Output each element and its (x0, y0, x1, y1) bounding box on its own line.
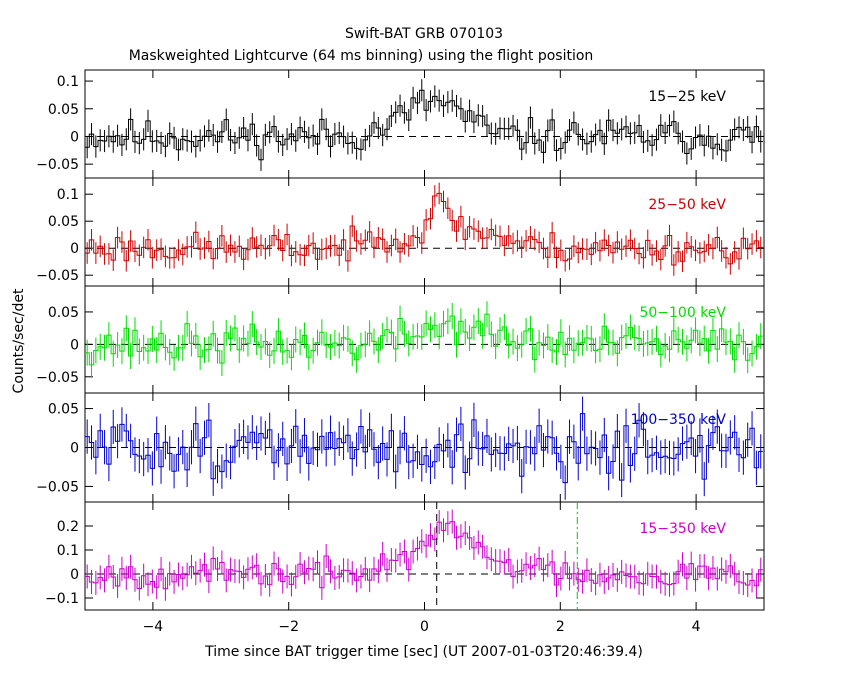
y-tick-label: 0.05 (48, 102, 79, 118)
chart-subtitle: Maskweighted Lightcurve (64 ms binning) … (129, 48, 594, 64)
energy-band-label: 100−350 keV (631, 412, 727, 428)
y-axis-label: Counts/sec/det (11, 288, 27, 393)
y-tick-label: 0.05 (48, 214, 79, 230)
y-tick-label: −0.05 (36, 157, 79, 173)
lightcurve-series (85, 413, 763, 484)
panel-frame (84, 501, 765, 611)
y-tick-label: 0 (70, 241, 79, 257)
x-tick-label: −2 (278, 619, 299, 635)
y-tick-label: −0.1 (45, 591, 79, 607)
y-tick-label: 0 (70, 441, 79, 457)
lightcurve-series (85, 521, 763, 590)
energy-band-label: 15−25 keV (648, 89, 726, 105)
y-tick-label: −0.05 (36, 370, 79, 386)
panel-frame (84, 285, 765, 394)
x-tick-label: 2 (556, 619, 565, 635)
y-tick-label: 0.1 (57, 187, 79, 203)
y-tick-label: 0.05 (48, 305, 79, 321)
y-tick-label: 0 (70, 129, 79, 145)
x-axis-label: Time since BAT trigger time [sec] (UT 20… (204, 644, 643, 660)
x-tick-label: −4 (143, 619, 164, 635)
y-tick-label: 0 (70, 567, 79, 583)
lightcurve-series (85, 89, 763, 161)
panel-frame (84, 69, 765, 179)
energy-band-label: 50−100 keV (639, 305, 726, 321)
y-tick-label: 0 (70, 337, 79, 353)
x-tick-label: 4 (692, 619, 701, 635)
y-tick-label: 0.1 (57, 543, 79, 559)
energy-band-label: 15−350 keV (639, 521, 726, 537)
x-tick-label: 0 (420, 619, 429, 635)
lightcurve-series (85, 192, 763, 266)
y-tick-label: −0.05 (36, 268, 79, 284)
lightcurve-series (85, 313, 763, 366)
y-tick-label: 0.2 (57, 519, 79, 535)
y-tick-label: 0.05 (48, 402, 79, 418)
y-tick-label: −0.05 (36, 479, 79, 495)
y-tick-label: 0.1 (57, 74, 79, 90)
chart-title: Swift-BAT GRB 070103 (345, 26, 503, 42)
panels: −0.05 0 0.05 0.1 15−25 keV −0.05 0 0.05 0.1 25−50… (36, 69, 765, 635)
energy-band-label: 25−50 keV (648, 197, 726, 213)
